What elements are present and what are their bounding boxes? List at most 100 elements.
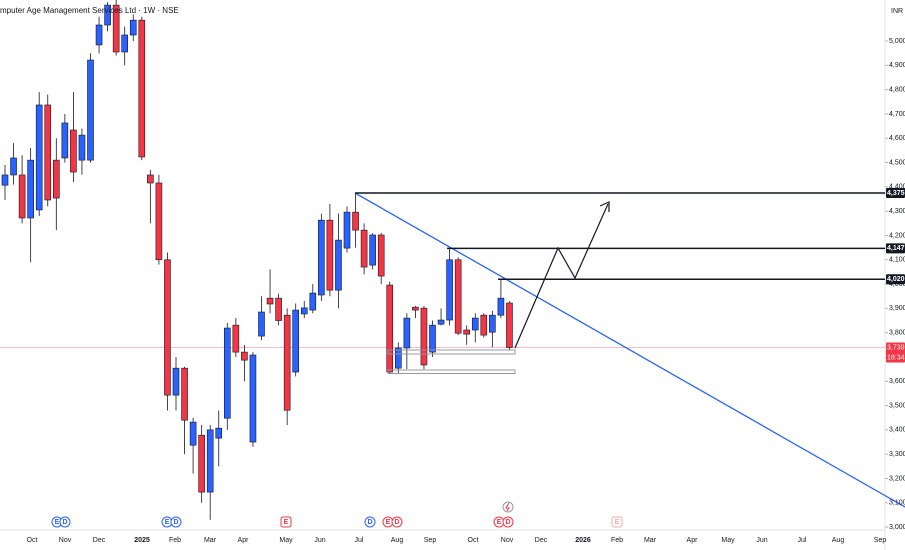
candle-body	[437, 319, 445, 325]
candle-body	[249, 354, 257, 443]
trend-line	[354, 192, 905, 508]
x-tick-label: Aug	[391, 537, 404, 544]
candle-body	[70, 129, 77, 173]
events: E D E D E D E D E D E	[51, 501, 623, 528]
last-price-tag	[886, 342, 905, 363]
y-tick-label: 4,600	[889, 135, 905, 142]
level-tag	[886, 274, 905, 285]
symbol-title: mputer Age Management Services Ltd · 1W …	[0, 6, 179, 15]
y-tick-label: 4,500	[889, 159, 905, 166]
event-label: E	[615, 519, 620, 526]
arrow-head	[599, 201, 610, 212]
y-tick-label: 5,000	[889, 38, 905, 45]
event-label: D	[367, 519, 372, 526]
event-label: D	[62, 519, 67, 526]
x-tick-label: Dec	[535, 537, 548, 544]
candle-body	[224, 327, 231, 419]
level-label: 4,147	[887, 245, 905, 252]
candle-body	[283, 314, 291, 411]
candle-body	[360, 229, 368, 268]
candle-body	[429, 324, 436, 353]
candle-body	[300, 307, 308, 315]
candle-body	[394, 347, 402, 369]
candle-body	[206, 429, 214, 493]
level-label: 4,375	[887, 190, 905, 197]
candle-body	[241, 351, 248, 361]
candle-body	[87, 59, 94, 161]
event-icon	[59, 516, 71, 528]
candle-body	[292, 309, 300, 373]
candle-body	[386, 284, 394, 373]
candle-body	[352, 211, 359, 231]
y-tick-label: 4,800	[889, 87, 905, 94]
y-tick-label: 3,000	[889, 524, 905, 531]
candle-body	[403, 317, 411, 349]
y-tick-label: 3,900	[889, 305, 905, 312]
x-tick-label: Jul	[355, 537, 364, 544]
candle-body	[129, 19, 137, 36]
candle-body	[232, 324, 240, 353]
range-box	[387, 349, 516, 355]
lightning	[505, 502, 510, 512]
candle-body	[35, 104, 43, 211]
x-tick-label: Oct	[468, 537, 479, 544]
y-tick-label: 4,900	[889, 62, 905, 69]
x-tick-label: 2026	[575, 537, 591, 544]
candle-body	[198, 434, 205, 493]
candle-body	[189, 421, 197, 446]
y-tick-label: 4,000	[889, 281, 905, 288]
event-label: E	[284, 519, 289, 526]
y-tick-label: 3,800	[889, 330, 905, 337]
y-tick-label: 3,300	[889, 451, 905, 458]
x-tick-label: Oct	[27, 537, 38, 544]
candle-body	[155, 182, 163, 261]
x-tick-label: Mar	[204, 537, 217, 544]
candle-body	[420, 307, 428, 366]
y-tick-label: 3,200	[889, 475, 905, 482]
candle-body	[95, 24, 103, 46]
candle-body	[309, 292, 317, 311]
x-tick-label: Apr	[238, 537, 250, 544]
candle-body	[172, 367, 180, 396]
y-tick-label: 4,100	[889, 257, 905, 264]
event-icon	[502, 516, 514, 528]
x-tick-label: Jun	[756, 537, 767, 544]
candle-body	[215, 427, 223, 439]
x-tick-label: Feb	[169, 537, 181, 544]
candle-body	[318, 219, 325, 296]
x-tick-label: Sep	[874, 537, 887, 544]
candle-body	[18, 174, 26, 219]
event-icon	[391, 516, 403, 528]
currency: INR	[891, 8, 903, 15]
event-icon	[611, 516, 623, 528]
candle-body	[10, 157, 17, 176]
event-label: E	[55, 519, 60, 526]
candle-body	[489, 314, 496, 333]
x-tick-label: Jul	[798, 537, 807, 544]
level-tag	[886, 243, 905, 254]
event-icon	[170, 516, 182, 528]
candle-body	[61, 122, 69, 159]
candle-body	[343, 211, 351, 249]
projection-arrow	[514, 203, 609, 349]
event-icon	[280, 516, 292, 528]
candle-body	[463, 329, 471, 335]
candle-body	[78, 134, 86, 161]
x-tick-label: May	[279, 537, 293, 544]
x-tick-label: Mar	[644, 537, 657, 544]
candle-body	[112, 4, 120, 53]
event-label: D	[394, 519, 399, 526]
y-tick-label: 4,700	[889, 111, 905, 118]
x-tick-label: Aug	[832, 537, 845, 544]
candle-body	[377, 234, 385, 277]
x-tick-label: Feb	[611, 537, 623, 544]
candle-body	[104, 4, 111, 26]
dividend-icon	[502, 501, 514, 513]
candle-body	[335, 239, 342, 291]
candle-body	[266, 297, 274, 305]
candle-body	[454, 259, 462, 334]
x-tick-label: Nov	[59, 537, 72, 544]
candle-body	[181, 367, 188, 421]
level-label: 4,020	[887, 276, 905, 283]
